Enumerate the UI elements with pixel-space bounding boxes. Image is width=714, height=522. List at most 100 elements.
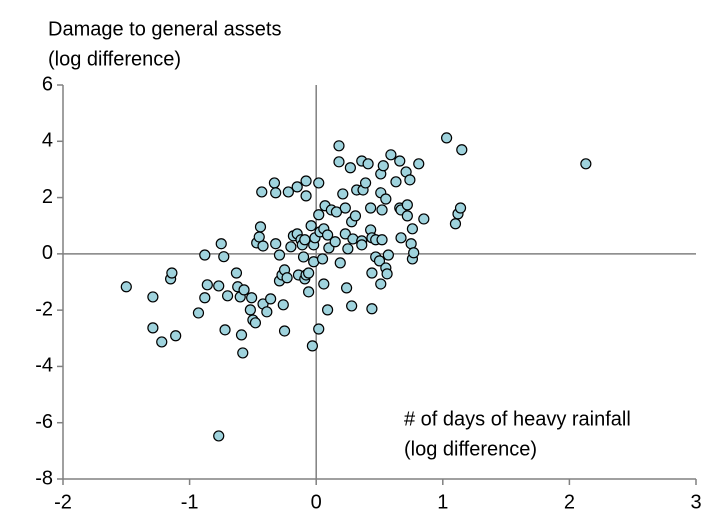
point xyxy=(244,304,256,316)
point xyxy=(282,186,294,198)
point xyxy=(408,247,420,259)
point xyxy=(257,240,269,252)
point xyxy=(440,132,453,144)
point xyxy=(230,267,243,279)
point xyxy=(385,149,397,161)
x-axis-label-line: # of days of heavy rainfall xyxy=(404,408,631,430)
point xyxy=(344,162,356,174)
point xyxy=(406,223,419,235)
x-tick-label: 2 xyxy=(564,491,575,513)
point xyxy=(395,232,407,244)
y-tick-label: 2 xyxy=(42,186,53,208)
point xyxy=(313,323,325,335)
point xyxy=(306,340,319,352)
point xyxy=(300,175,312,187)
point xyxy=(213,280,225,292)
point xyxy=(449,218,462,230)
x-tick-label: 1 xyxy=(437,491,448,513)
point xyxy=(349,210,362,222)
point xyxy=(329,236,341,248)
point xyxy=(321,304,334,316)
point xyxy=(340,282,353,294)
point xyxy=(281,272,293,284)
point xyxy=(273,249,286,261)
point xyxy=(199,292,211,304)
point xyxy=(318,278,330,290)
point xyxy=(401,199,413,211)
point xyxy=(316,253,329,265)
point xyxy=(249,317,262,329)
point xyxy=(375,278,387,290)
point xyxy=(120,281,132,293)
point xyxy=(382,249,394,261)
point xyxy=(373,255,386,267)
point xyxy=(366,303,378,315)
point xyxy=(333,140,345,152)
point xyxy=(376,204,388,216)
point xyxy=(246,292,258,304)
point xyxy=(170,330,182,342)
point xyxy=(377,160,389,172)
point xyxy=(413,158,425,170)
y-tick-label: 0 xyxy=(42,242,53,264)
y-tick-label: 6 xyxy=(42,73,53,95)
x-axis-label: # of days of heavy rainfall (log differen… xyxy=(404,408,631,460)
point xyxy=(199,249,211,261)
point xyxy=(221,290,234,302)
y-axis-label: Damage to general assets (log difference) xyxy=(48,18,281,70)
point xyxy=(456,144,468,156)
y-tick-label: -8 xyxy=(35,467,53,489)
point xyxy=(219,324,231,336)
point xyxy=(380,193,392,205)
point xyxy=(261,306,273,318)
point xyxy=(215,238,227,250)
point xyxy=(156,336,168,348)
point xyxy=(270,187,282,199)
x-tick-label: -2 xyxy=(54,491,72,513)
point xyxy=(313,177,325,189)
point xyxy=(359,177,372,189)
point xyxy=(313,209,325,221)
point xyxy=(376,234,388,246)
x-tick-label: 0 xyxy=(311,491,322,513)
y-tick-label: -6 xyxy=(35,411,53,433)
point xyxy=(237,347,249,359)
point xyxy=(166,267,178,279)
point xyxy=(339,228,351,240)
point xyxy=(297,251,310,263)
x-tick-label: -1 xyxy=(181,491,199,513)
point xyxy=(285,241,297,253)
point xyxy=(270,238,282,250)
y-axis-label-line: (log difference) xyxy=(48,48,181,70)
point xyxy=(277,299,289,311)
point xyxy=(333,156,345,168)
point xyxy=(265,293,277,305)
point xyxy=(362,158,374,170)
point xyxy=(278,325,291,337)
point xyxy=(303,267,315,279)
point xyxy=(147,291,159,303)
point xyxy=(580,158,592,170)
point xyxy=(366,267,378,279)
y-axis-label-line: Damage to general assets xyxy=(48,18,281,40)
point xyxy=(418,213,430,225)
point xyxy=(454,202,467,214)
point xyxy=(213,430,225,442)
point xyxy=(342,243,354,255)
point xyxy=(394,155,406,167)
point xyxy=(218,251,230,263)
point xyxy=(256,186,268,198)
point xyxy=(235,329,248,341)
point xyxy=(321,229,334,241)
y-tick-label: 4 xyxy=(42,130,53,152)
x-axis-label-line: (log difference) xyxy=(404,438,537,460)
point xyxy=(365,202,377,214)
point xyxy=(192,307,205,319)
point xyxy=(305,220,317,232)
y-tick-label: -2 xyxy=(35,298,53,320)
point xyxy=(356,239,368,251)
y-tick-label: -4 xyxy=(35,355,53,377)
point xyxy=(268,177,281,189)
point xyxy=(147,322,159,334)
